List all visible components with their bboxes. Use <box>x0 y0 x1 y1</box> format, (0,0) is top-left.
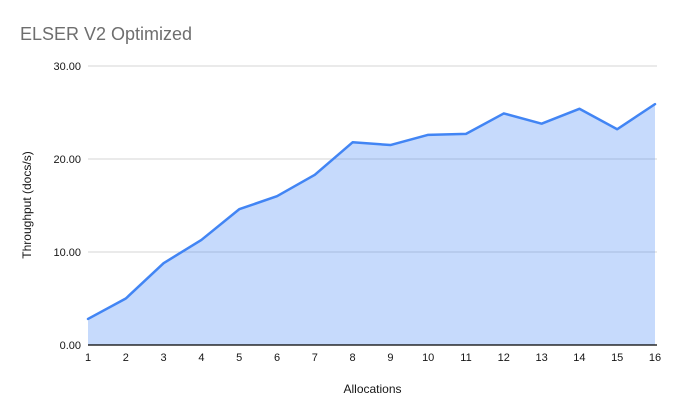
x-axis-title: Allocations <box>343 382 402 396</box>
x-tick-label: 2 <box>123 352 129 364</box>
x-tick-label: 4 <box>198 352 204 364</box>
y-tick-label: 20.00 <box>53 154 81 166</box>
x-tick-label: 13 <box>535 352 547 364</box>
x-tick-label: 9 <box>387 352 393 364</box>
y-tick-label: 0.00 <box>60 340 81 352</box>
y-tick-label: 10.00 <box>53 247 81 259</box>
x-tick-label: 6 <box>274 352 280 364</box>
y-tick-label: 30.00 <box>53 61 81 73</box>
x-tick-label: 12 <box>498 352 510 364</box>
x-tick-label: 5 <box>236 352 242 364</box>
area-fill <box>88 104 655 345</box>
data-line <box>86 102 657 321</box>
x-tick-label: 15 <box>611 352 623 364</box>
x-tick-label: 7 <box>312 352 318 364</box>
x-tick-label: 14 <box>573 352 585 364</box>
chart-title: ELSER V2 Optimized <box>20 24 193 44</box>
x-tick-label: 11 <box>460 352 471 364</box>
x-tick-label: 3 <box>161 352 167 364</box>
x-tick-label: 10 <box>422 352 434 364</box>
x-tick-label: 16 <box>649 352 661 364</box>
x-tick-label: 8 <box>350 352 356 364</box>
x-tick-label: 1 <box>85 352 91 364</box>
